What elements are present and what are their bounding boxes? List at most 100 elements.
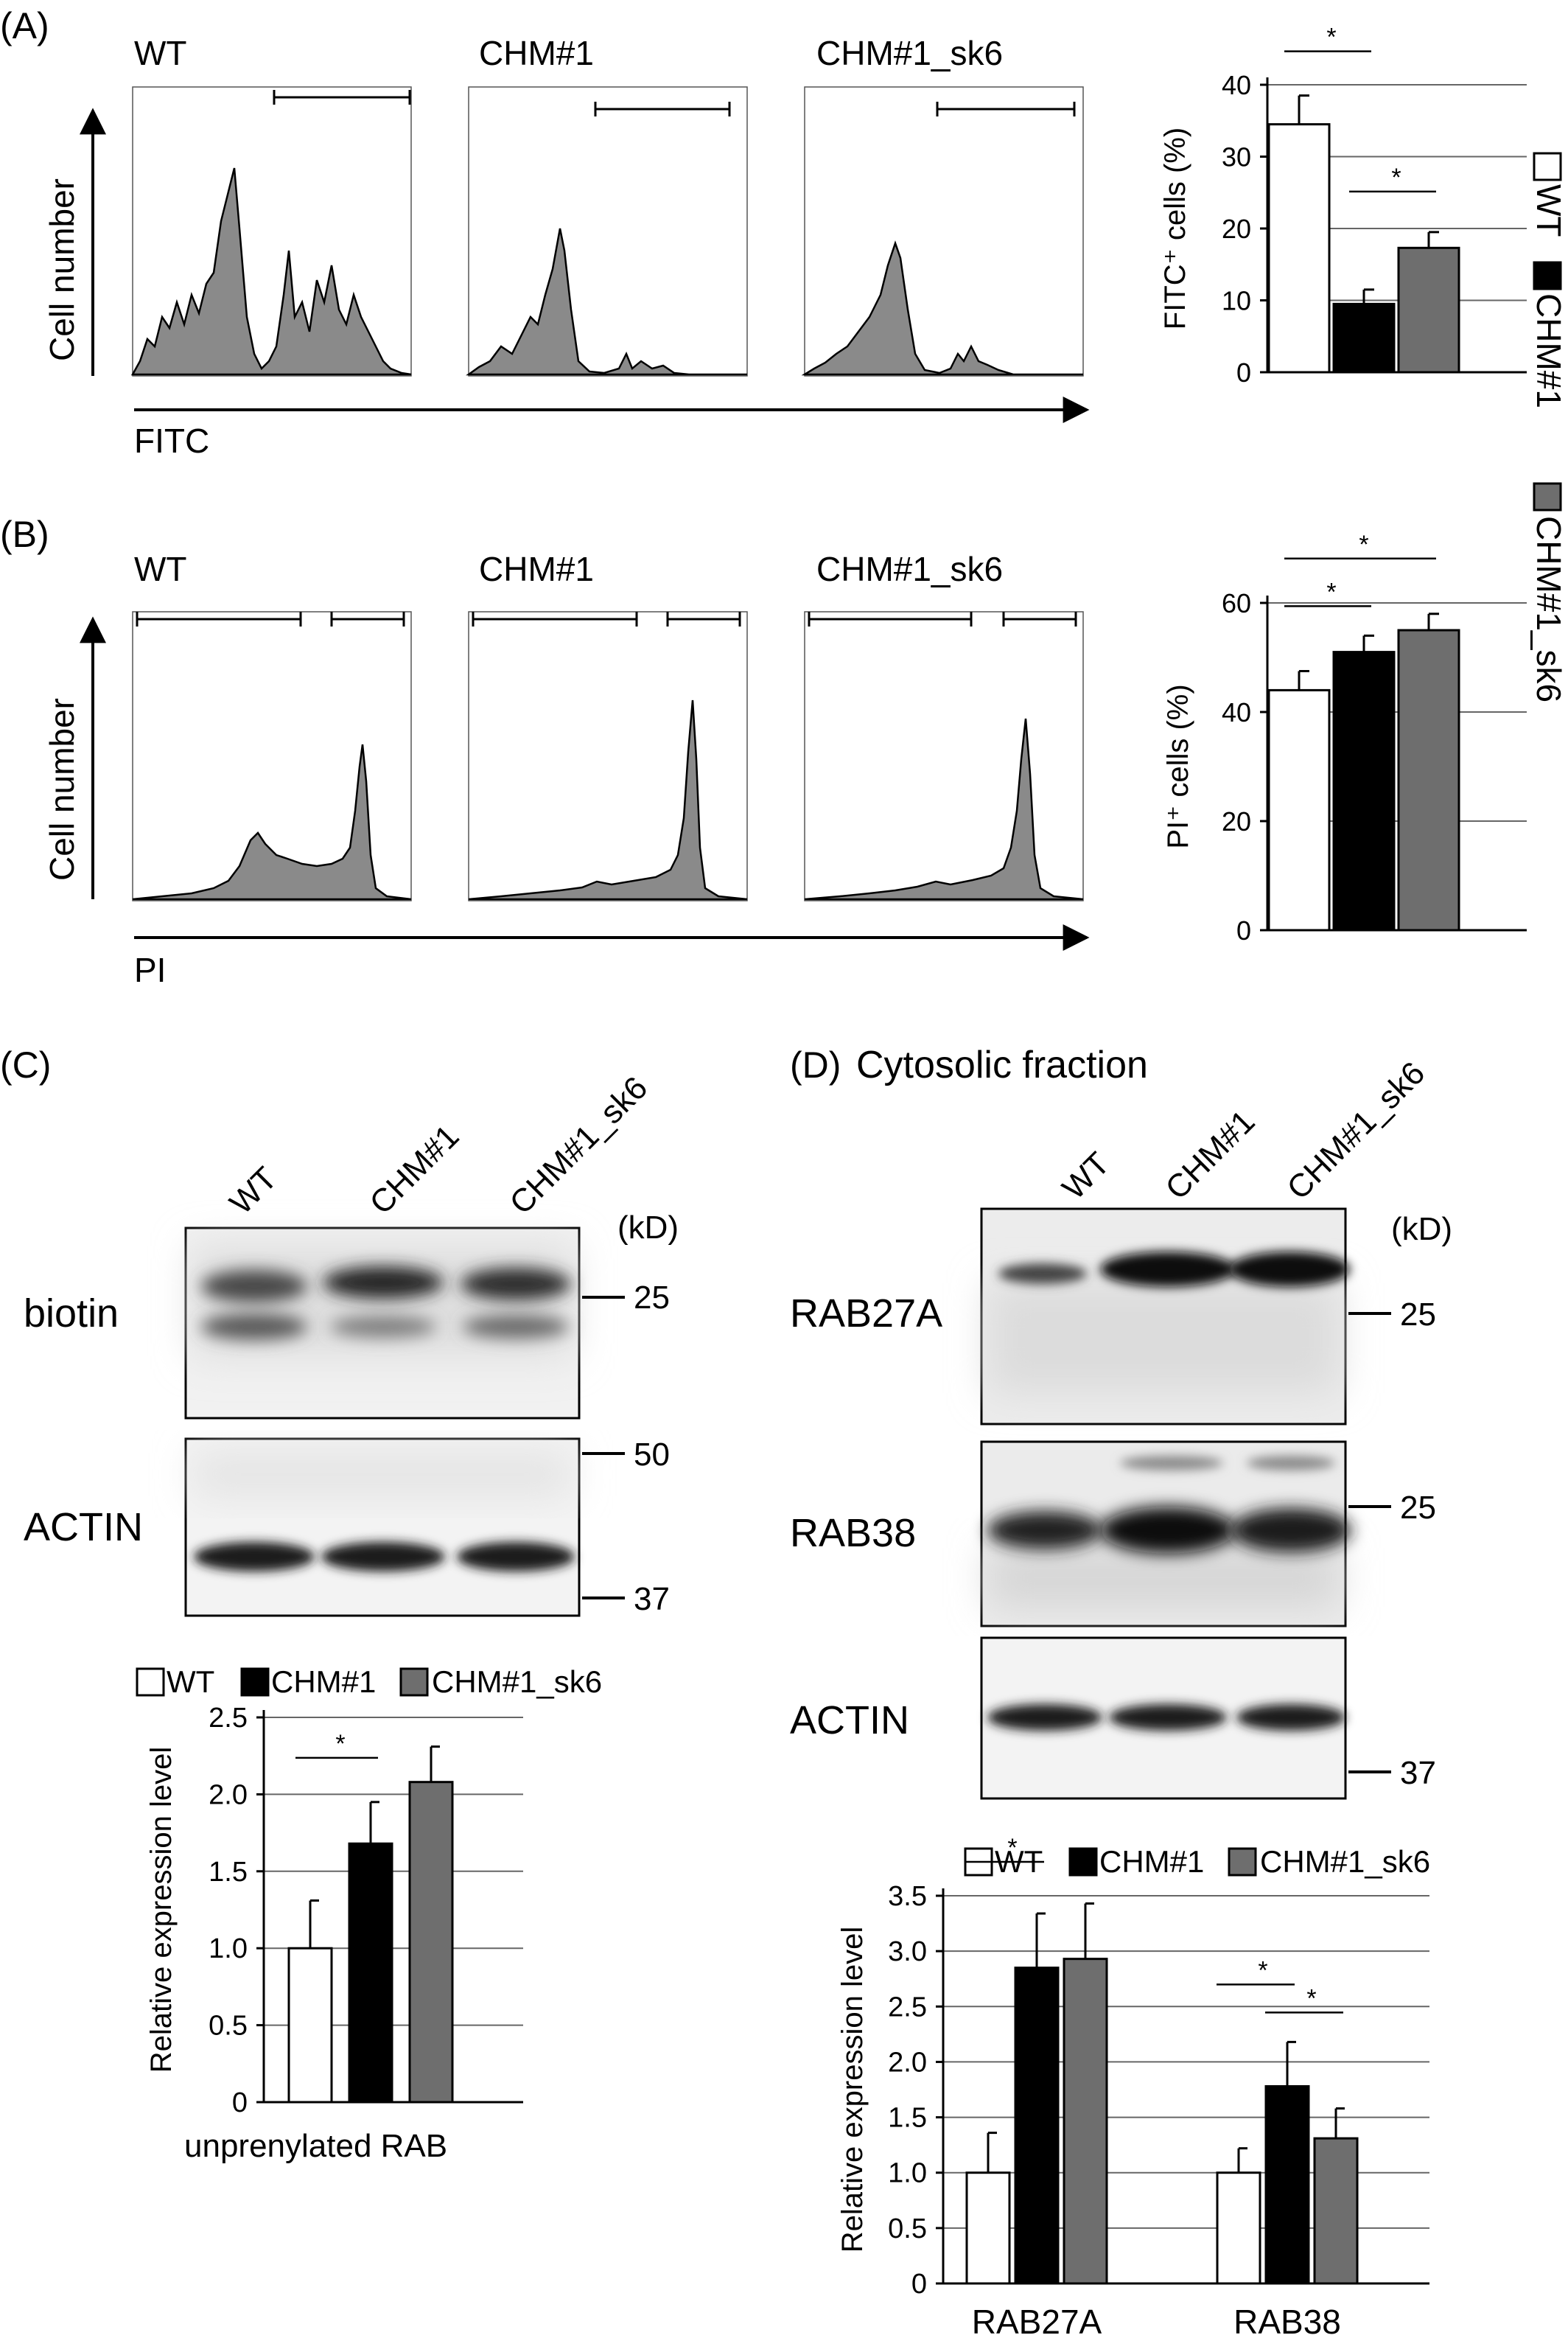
histogram-title-wt-a: WT [134, 34, 187, 72]
bar-wt [287, 1947, 333, 2104]
panel-a: (A) WT CHM#1 CHM#1_sk6 Cell number FITC [0, 5, 1090, 460]
blot-label-biotin: biotin [24, 1291, 119, 1336]
blot-biotin: biotin 25 [24, 1226, 670, 1420]
y-tick-label: 10 [1222, 286, 1251, 316]
bar-chart-b: 0 20 40 60 PI⁺ cells (%) * * [1162, 531, 1527, 946]
y-axis-label: Relative expression level [145, 1747, 178, 2073]
panel-b: (B) WT CHM#1 CHM#1_sk6 Cell number PI [0, 514, 1090, 989]
marker-d-rab38-25: 25 [1400, 1490, 1436, 1526]
bar-chm-1-sk6 [1397, 629, 1460, 932]
y-tick-label: 40 [1222, 70, 1251, 100]
y-axis-label: Relative expression level [836, 1927, 869, 2252]
side-legend-label-wt: WT [1530, 184, 1568, 237]
bar-rab27a-wt [965, 2171, 1011, 2285]
marker-c-actin-37: 37 [634, 1581, 670, 1617]
y-axis-label: PI⁺ cells (%) [1162, 684, 1194, 848]
bar-wt [1267, 688, 1331, 932]
significance-star: * [1326, 578, 1336, 606]
y-tick-label: 0 [911, 2269, 927, 2300]
y-tick-label: 2.5 [209, 1703, 248, 1734]
side-legend: WT CHM#1 CHM#1_sk6 [1530, 152, 1568, 702]
bar-chm-1-sk6 [1397, 246, 1460, 374]
significance-star: * [1258, 1956, 1267, 1984]
kd-unit-c: (kD) [617, 1210, 679, 1246]
side-legend-swatch-wt [1533, 152, 1562, 181]
panel-d-label: (D) [790, 1044, 841, 1086]
y-tick-label: 60 [1222, 588, 1251, 618]
panel-c: (C) WT CHM#1 CHM#1_sk6 (kD) biotin 25 [0, 1044, 679, 1699]
bar-chart-c: 0 0.5 1.0 1.5 2.0 2.5 Relative expression leve… [145, 1703, 523, 2164]
histogram-chm1-b [468, 611, 748, 901]
lane-label-c-sk6: CHM#1_sk6 [503, 1069, 654, 1221]
y-tick-label: 40 [1222, 697, 1251, 727]
y-tick-label: 1.0 [888, 2158, 927, 2189]
y-axis-label-a: Cell number [43, 178, 81, 361]
y-tick-label: 20 [1222, 214, 1251, 244]
y-axis-label: FITC⁺ cells (%) [1159, 128, 1191, 329]
side-legend-label-sk6: CHM#1_sk6 [1530, 516, 1568, 702]
histogram-title-chm1-a: CHM#1 [479, 34, 594, 72]
lane-label-d-sk6: CHM#1_sk6 [1280, 1055, 1432, 1207]
y-tick-label: 0.5 [209, 2011, 248, 2042]
lane-label-d-wt: WT [1055, 1145, 1116, 1207]
blot-rab38: RAB38 25 [790, 1440, 1436, 1627]
panel-b-label: (B) [0, 514, 49, 555]
y-tick-label: 30 [1222, 142, 1251, 172]
blot-label-rab27a: RAB27A [790, 1291, 942, 1336]
bar-rab27a-chm-1 [1014, 1967, 1060, 2285]
y-tick-label: 1.5 [209, 1857, 248, 1888]
bar-chm-1 [348, 1842, 393, 2104]
legend-d-chm1: CHM#1 [1099, 1844, 1204, 1879]
histogram-wt-b [132, 611, 412, 901]
bar-chart-a: 0 10 20 30 40 FITC⁺ cells (%) * * [1159, 24, 1527, 388]
legend-d-sk6: CHM#1_sk6 [1260, 1844, 1430, 1879]
y-tick-label: 2.5 [888, 1992, 927, 2023]
lane-labels-c: WT CHM#1 CHM#1_sk6 [223, 1069, 654, 1221]
y-axis-label-b: Cell number [43, 698, 81, 881]
side-legend-swatch-sk6 [1533, 482, 1562, 512]
x-category-label: RAB27A [972, 2303, 1102, 2338]
blot-actin-c: ACTIN 50 37 [24, 1437, 670, 1617]
panel-c-label: (C) [0, 1044, 51, 1086]
blot-label-actin-d: ACTIN [790, 1698, 909, 1742]
y-tick-label: 3.0 [888, 1936, 927, 1967]
bar-rab38-chm-1-sk6 [1313, 2137, 1359, 2285]
marker-c-biotin-25: 25 [634, 1280, 670, 1316]
legend-d: WT CHM#1 CHM#1_sk6 [964, 1844, 1430, 1879]
y-tick-label: 2.0 [209, 1779, 248, 1810]
y-tick-label: 0 [232, 2087, 248, 2118]
y-tick-label: 3.5 [888, 1881, 927, 1912]
blot-label-actin-c: ACTIN [24, 1505, 143, 1549]
panel-a-label: (A) [0, 5, 49, 46]
x-axis-label-b: PI [134, 951, 166, 989]
histogram-sk6-b [804, 611, 1084, 901]
y-tick-label: 1.0 [209, 1933, 248, 1964]
histogram-sk6-a [801, 86, 1084, 377]
significance-star: * [1326, 24, 1336, 52]
histogram-title-wt-b: WT [134, 550, 187, 588]
side-legend-label-chm1: CHM#1 [1530, 293, 1568, 408]
panel-d-title: Cytosolic fraction [856, 1044, 1148, 1086]
significance-star: * [1359, 531, 1368, 559]
lane-label-d-chm1: CHM#1 [1158, 1103, 1261, 1207]
bar-chm-1 [1332, 302, 1396, 374]
bar-chart-d: 0 0.5 1.0 1.5 2.0 2.5 3.0 3.5 Relative expressio… [836, 1834, 1429, 2338]
x-category-label: RAB38 [1233, 2303, 1341, 2338]
histogram-title-sk6-a: CHM#1_sk6 [816, 34, 1003, 72]
y-tick-label: 20 [1222, 806, 1251, 837]
x-axis-label-a: FITC [134, 422, 209, 460]
legend-c-sk6: CHM#1_sk6 [432, 1664, 602, 1699]
bar-wt [1267, 123, 1331, 374]
y-tick-label: 1.5 [888, 2103, 927, 2134]
blot-actin-d: ACTIN 37 [790, 1636, 1436, 1800]
blot-rab27a: RAB27A 25 [790, 1207, 1436, 1426]
y-tick-label: 0 [1236, 915, 1251, 946]
bar-chm-1 [1332, 651, 1396, 932]
significance-star: * [1391, 164, 1401, 192]
y-tick-label: 0.5 [888, 2213, 927, 2244]
x-axis-label: unprenylated RAB [184, 2128, 447, 2164]
histogram-title-sk6-b: CHM#1_sk6 [816, 550, 1003, 588]
marker-d-rab27a-25: 25 [1400, 1297, 1436, 1333]
y-tick-label: 0 [1236, 357, 1251, 388]
